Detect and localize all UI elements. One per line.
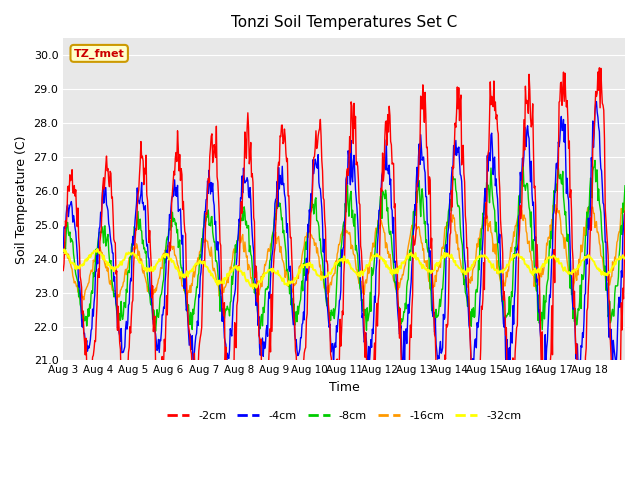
X-axis label: Time: Time xyxy=(329,381,360,394)
Y-axis label: Soil Temperature (C): Soil Temperature (C) xyxy=(15,135,28,264)
Text: TZ_fmet: TZ_fmet xyxy=(74,48,125,59)
Title: Tonzi Soil Temperatures Set C: Tonzi Soil Temperatures Set C xyxy=(231,15,457,30)
Legend: -2cm, -4cm, -8cm, -16cm, -32cm: -2cm, -4cm, -8cm, -16cm, -32cm xyxy=(163,407,526,426)
